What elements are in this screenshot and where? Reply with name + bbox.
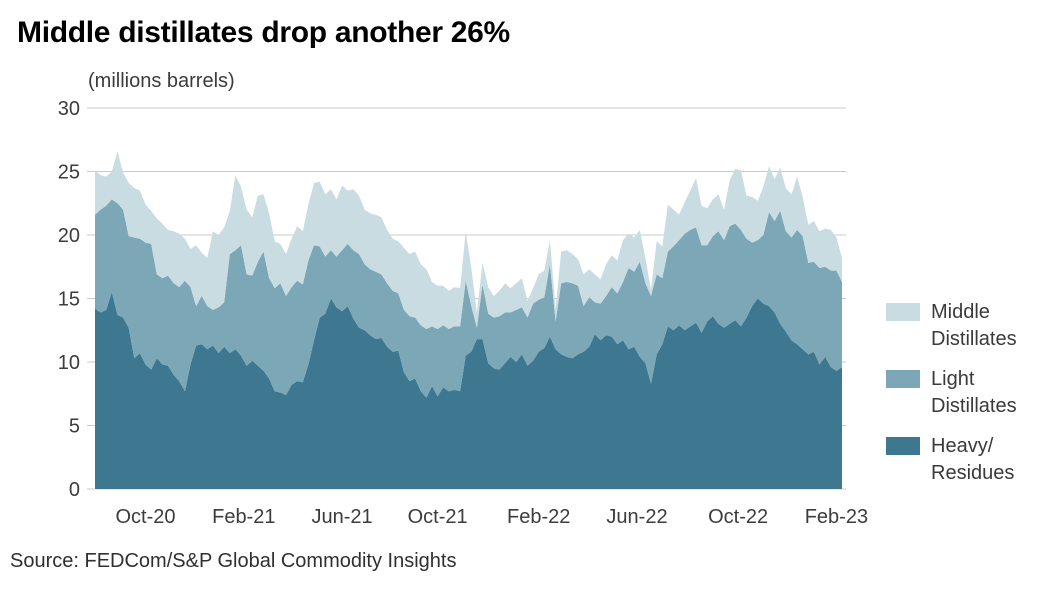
source-attribution: Source: FEDCom/S&P Global Commodity Insi…	[10, 550, 457, 572]
middle-distillates-swatch	[886, 303, 920, 321]
svg-text:5: 5	[69, 416, 80, 438]
svg-text:15: 15	[58, 289, 80, 311]
svg-text:25: 25	[58, 162, 80, 184]
svg-text:30: 30	[58, 98, 80, 120]
svg-text:Feb-22: Feb-22	[507, 506, 570, 528]
legend-item-heavy-residues: Heavy/ Residues	[886, 433, 1062, 487]
axis-unit-label: (millions barrels)	[88, 70, 235, 92]
svg-text:0: 0	[69, 479, 80, 501]
svg-text:Jun-22: Jun-22	[606, 506, 667, 528]
svg-text:Jun-21: Jun-21	[312, 506, 373, 528]
svg-text:Oct-20: Oct-20	[115, 506, 175, 528]
page-title: Middle distillates drop another 26%	[17, 16, 510, 49]
legend-item-middle-distillates: Middle Distillates	[886, 299, 1062, 353]
legend: Middle Distillates Light Distillates Hea…	[886, 299, 1062, 487]
svg-text:Oct-21: Oct-21	[408, 506, 468, 528]
legend-item-light-distillates: Light Distillates	[886, 366, 1062, 420]
svg-text:Oct-22: Oct-22	[708, 506, 768, 528]
svg-text:10: 10	[58, 352, 80, 374]
svg-text:Feb-23: Feb-23	[805, 506, 868, 528]
light-distillates-swatch	[886, 370, 920, 388]
heavy-residues-swatch	[886, 437, 920, 455]
svg-text:Feb-21: Feb-21	[212, 506, 275, 528]
legend-label-heavy-residues: Heavy/ Residues	[931, 435, 1015, 484]
svg-text:20: 20	[58, 225, 80, 247]
legend-label-middle-distillates: Middle Distillates	[931, 301, 1017, 350]
legend-label-light-distillates: Light Distillates	[931, 368, 1017, 417]
